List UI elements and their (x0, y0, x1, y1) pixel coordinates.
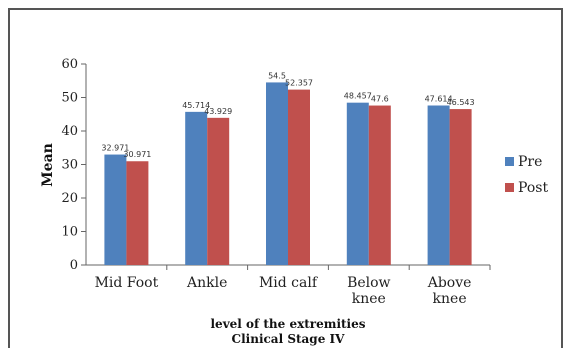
x-tick-label: Above (427, 275, 472, 291)
chart-subtitle: Clinical Stage IV (232, 332, 346, 346)
bar-post (288, 89, 310, 265)
y-tick-label: 30 (61, 158, 78, 173)
y-tick-label: 20 (61, 191, 78, 206)
data-label: 47.614 (425, 94, 453, 103)
bar-post (368, 105, 391, 265)
data-label: 45.714 (182, 101, 210, 110)
legend-label-pre: Pre (518, 154, 542, 170)
x-tick-label: Below (347, 275, 390, 291)
y-tick-label: 0 (70, 258, 78, 273)
x-tick-label: knee (352, 291, 386, 307)
legend-swatch-pre (505, 157, 514, 166)
y-tick-label: 50 (61, 91, 78, 106)
bar-post (449, 109, 472, 265)
x-tick-label: Ankle (186, 275, 227, 291)
data-label: 30.971 (123, 150, 151, 159)
bar-pre (427, 105, 450, 265)
data-label: 47.6 (371, 95, 389, 104)
legend-swatch-post (505, 183, 514, 192)
data-label: 54.5 (268, 71, 286, 80)
y-tick-label: 10 (61, 225, 78, 240)
bar-pre (104, 154, 127, 265)
x-axis-title: level of the extremities (211, 317, 366, 331)
data-label: 52.357 (285, 79, 313, 88)
bar-pre (185, 111, 208, 266)
bar-pre (266, 82, 288, 265)
x-tick-label: Mid calf (259, 275, 319, 291)
bar-post (207, 117, 230, 265)
legend-label-post: Post (518, 180, 548, 196)
bar-post (126, 161, 149, 265)
x-tick-label: Mid Foot (95, 275, 159, 291)
data-label: 43.929 (204, 107, 232, 116)
data-label: 32.971 (101, 144, 129, 153)
y-tick-label: 40 (61, 124, 78, 139)
x-tick-label: knee (433, 291, 467, 307)
bar-pre (346, 102, 369, 265)
y-tick-label: 60 (61, 57, 78, 72)
data-label: 46.543 (447, 98, 475, 107)
data-label: 48.457 (344, 92, 372, 101)
y-axis-title: Mean (40, 143, 56, 187)
